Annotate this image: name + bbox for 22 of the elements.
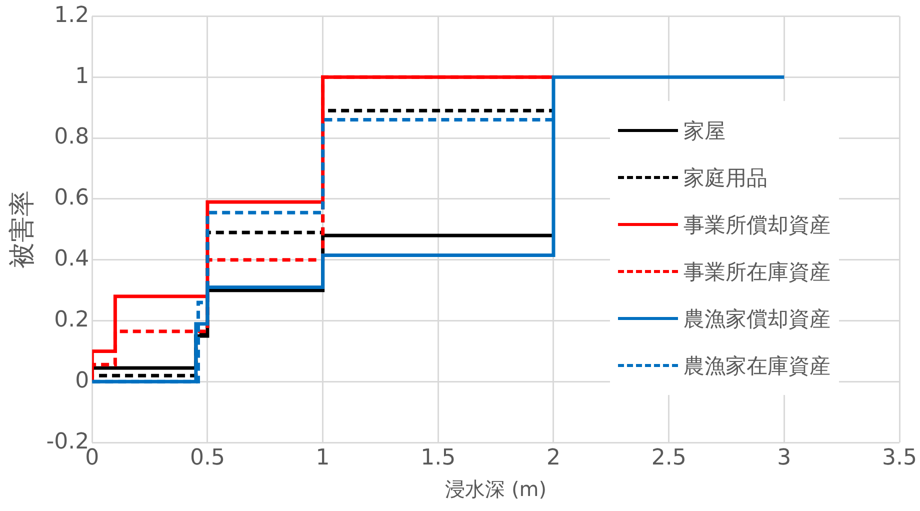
x-tick-label: 2 bbox=[546, 446, 560, 471]
x-tick-label: 3 bbox=[777, 446, 792, 471]
legend-label: 事業所在庫資産 bbox=[684, 258, 830, 286]
legend-label: 事業所償却資産 bbox=[684, 212, 830, 239]
x-tick-label: 1.5 bbox=[420, 446, 456, 471]
x-tick-label: 0.5 bbox=[190, 446, 225, 471]
y-tick-label: 0.4 bbox=[54, 246, 90, 272]
y-tick-label: 0 bbox=[75, 368, 90, 394]
x-tick-label: 1 bbox=[316, 446, 330, 471]
legend-label: 農漁家在庫資産 bbox=[684, 352, 830, 380]
y-tick-label: 0.2 bbox=[54, 307, 90, 332]
y-tick-label: 0.8 bbox=[54, 124, 90, 150]
legend-label: 家屋 bbox=[684, 118, 726, 145]
x-tick-label: 2.5 bbox=[651, 446, 686, 471]
x-tick-label: 3.5 bbox=[882, 446, 918, 471]
y-tick-label: 0.6 bbox=[54, 186, 90, 211]
y-tick-label: 1.2 bbox=[54, 2, 90, 28]
x-axis-title: 浸水深 (m) bbox=[445, 477, 547, 502]
legend-label: 家庭用品 bbox=[684, 164, 768, 192]
y-axis-title: 被害率 bbox=[7, 190, 38, 268]
legend-label: 農漁家償却資産 bbox=[684, 306, 830, 333]
y-tick-label: 1 bbox=[75, 64, 90, 89]
